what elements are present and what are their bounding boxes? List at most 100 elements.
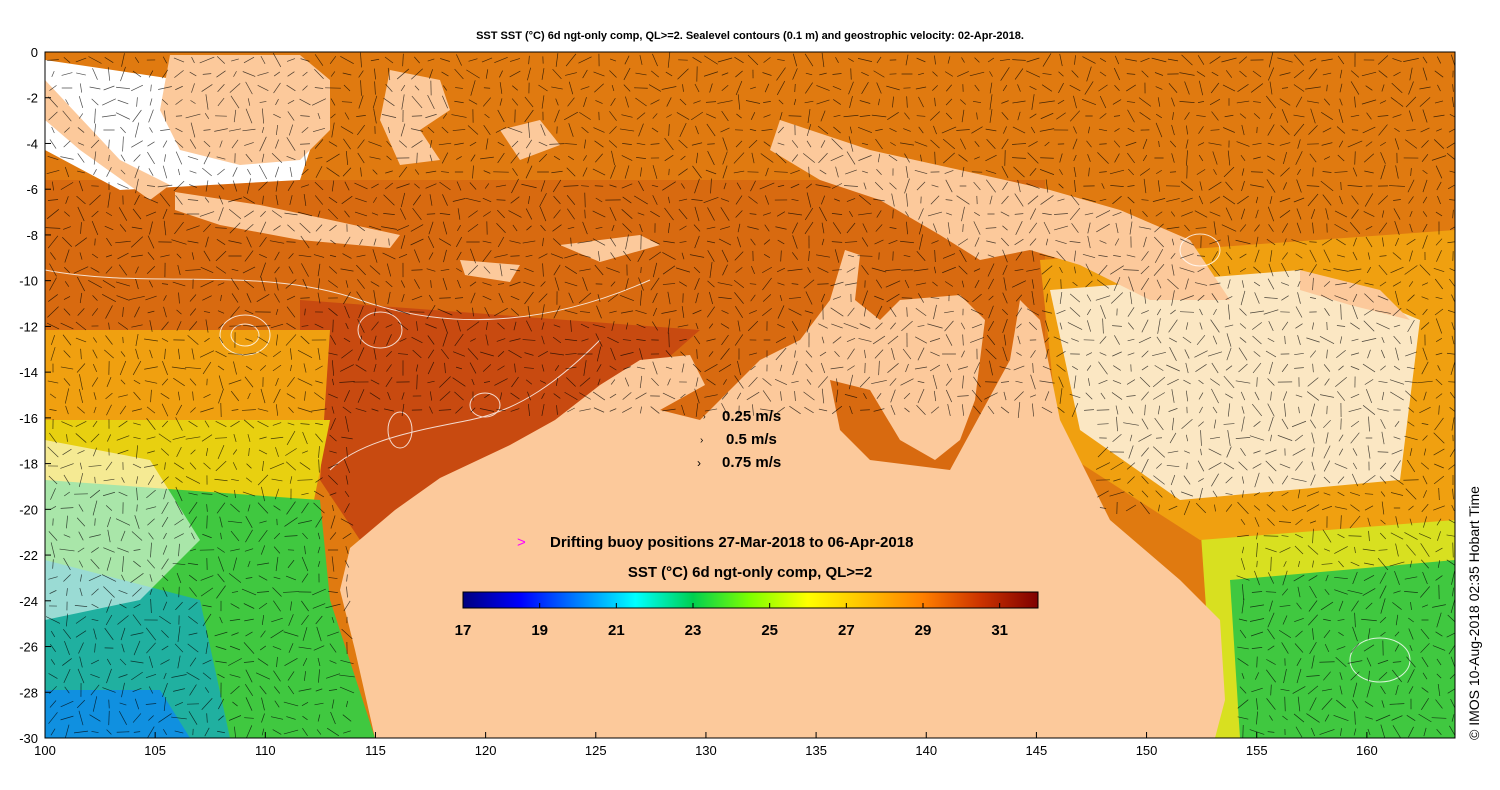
velocity-arrow [929,338,941,342]
velocity-arrow [552,68,562,80]
velocity-arrow [723,379,727,385]
velocity-arrow [286,501,296,515]
velocity-arrow [232,180,238,192]
velocity-arrow [233,361,237,375]
velocity-arrow [173,57,185,63]
velocity-arrow [1128,491,1134,497]
velocity-arrow [330,515,336,529]
velocity-arrow [1393,590,1401,594]
velocity-arrow [989,195,993,205]
velocity-arrow [1127,196,1135,204]
velocity-arrow [256,294,270,302]
velocity-arrow [205,630,209,638]
velocity-arrow [567,97,575,107]
velocity-arrow [62,110,72,122]
land-timor [560,235,660,262]
velocity-arrow [484,183,490,189]
velocity-arrow [957,238,969,246]
velocity-arrow [242,128,256,132]
velocity-arrow [1249,618,1265,622]
velocity-arrow [117,183,129,189]
velocity-arrow [63,56,71,64]
velocity-arrow [873,408,885,412]
velocity-arrow [342,167,352,177]
velocity-arrow [1265,350,1277,358]
velocity-arrow [791,380,799,384]
velocity-arrow [874,349,884,359]
velocity-arrow [331,360,335,376]
velocity-arrow [885,269,901,271]
velocity-arrow [47,155,59,161]
velocity-arrow [1311,447,1315,457]
velocity-arrow [247,560,251,568]
velocity-arrow [1338,448,1344,456]
velocity-arrow [835,378,839,386]
y-tick-label: -12 [19,319,38,334]
y-tick-label: -4 [26,136,38,151]
velocity-arrow [640,167,642,177]
velocity-arrow [540,224,546,232]
velocity-arrow [1379,572,1387,584]
velocity-arrow [121,53,125,67]
velocity-arrow [662,283,676,285]
velocity-arrow [200,280,214,288]
velocity-arrow [637,212,645,216]
velocity-arrow [200,407,214,413]
velocity-arrow [231,139,239,149]
velocity-arrow [566,167,576,177]
velocity-arrow [947,237,951,247]
velocity-arrow [593,71,605,77]
velocity-arrow [787,268,803,272]
velocity-arrow [188,420,198,428]
velocity-arrow [499,392,503,400]
velocity-arrow [733,152,745,164]
velocity-arrow [721,84,729,92]
velocity-arrow [49,409,57,411]
velocity-arrow [1381,84,1385,92]
velocity-arrow [1410,168,1412,176]
velocity-arrow [918,96,924,108]
velocity-arrow [1099,171,1107,173]
velocity-arrow [987,278,995,290]
velocity-arrow [285,334,297,346]
velocity-arrow [159,615,171,625]
velocity-arrow [245,631,253,637]
velocity-arrow [1389,703,1405,705]
velocity-arrow [736,113,742,119]
velocity-arrow [914,366,928,370]
velocity-arrow [1449,114,1455,118]
velocity-arrow [737,360,741,376]
velocity-arrow [88,574,102,582]
velocity-arrow [791,320,799,332]
velocity-arrow [929,111,941,121]
velocity-arrow [495,184,507,188]
velocity-arrow [451,114,467,118]
velocity-arrow [596,305,602,319]
velocity-arrow [1423,448,1427,456]
velocity-arrow [1184,81,1190,95]
velocity-arrow [1407,669,1415,683]
velocity-arrow [652,165,658,179]
velocity-arrow [1013,365,1025,371]
velocity-arrow [454,68,464,80]
velocity-arrow [1321,688,1333,692]
velocity-arrow [1339,336,1343,344]
velocity-arrow [215,660,227,664]
velocity-arrow [218,323,224,329]
velocity-arrow [162,140,168,148]
velocity-arrow [1436,56,1442,64]
velocity-arrow [885,280,901,288]
velocity-arrow [75,57,87,63]
velocity-arrow [1377,557,1389,571]
velocity-arrow [288,266,294,274]
velocity-arrow [707,280,715,288]
velocity-arrow [930,406,940,414]
velocity-arrow [188,616,198,624]
velocity-arrow [188,492,198,496]
velocity-arrow [216,238,226,246]
velocity-arrow [1394,571,1400,585]
velocity-arrow [1312,167,1314,177]
velocity-arrow [1380,365,1386,371]
velocity-arrow [762,308,772,316]
velocity-arrow [1073,167,1077,177]
